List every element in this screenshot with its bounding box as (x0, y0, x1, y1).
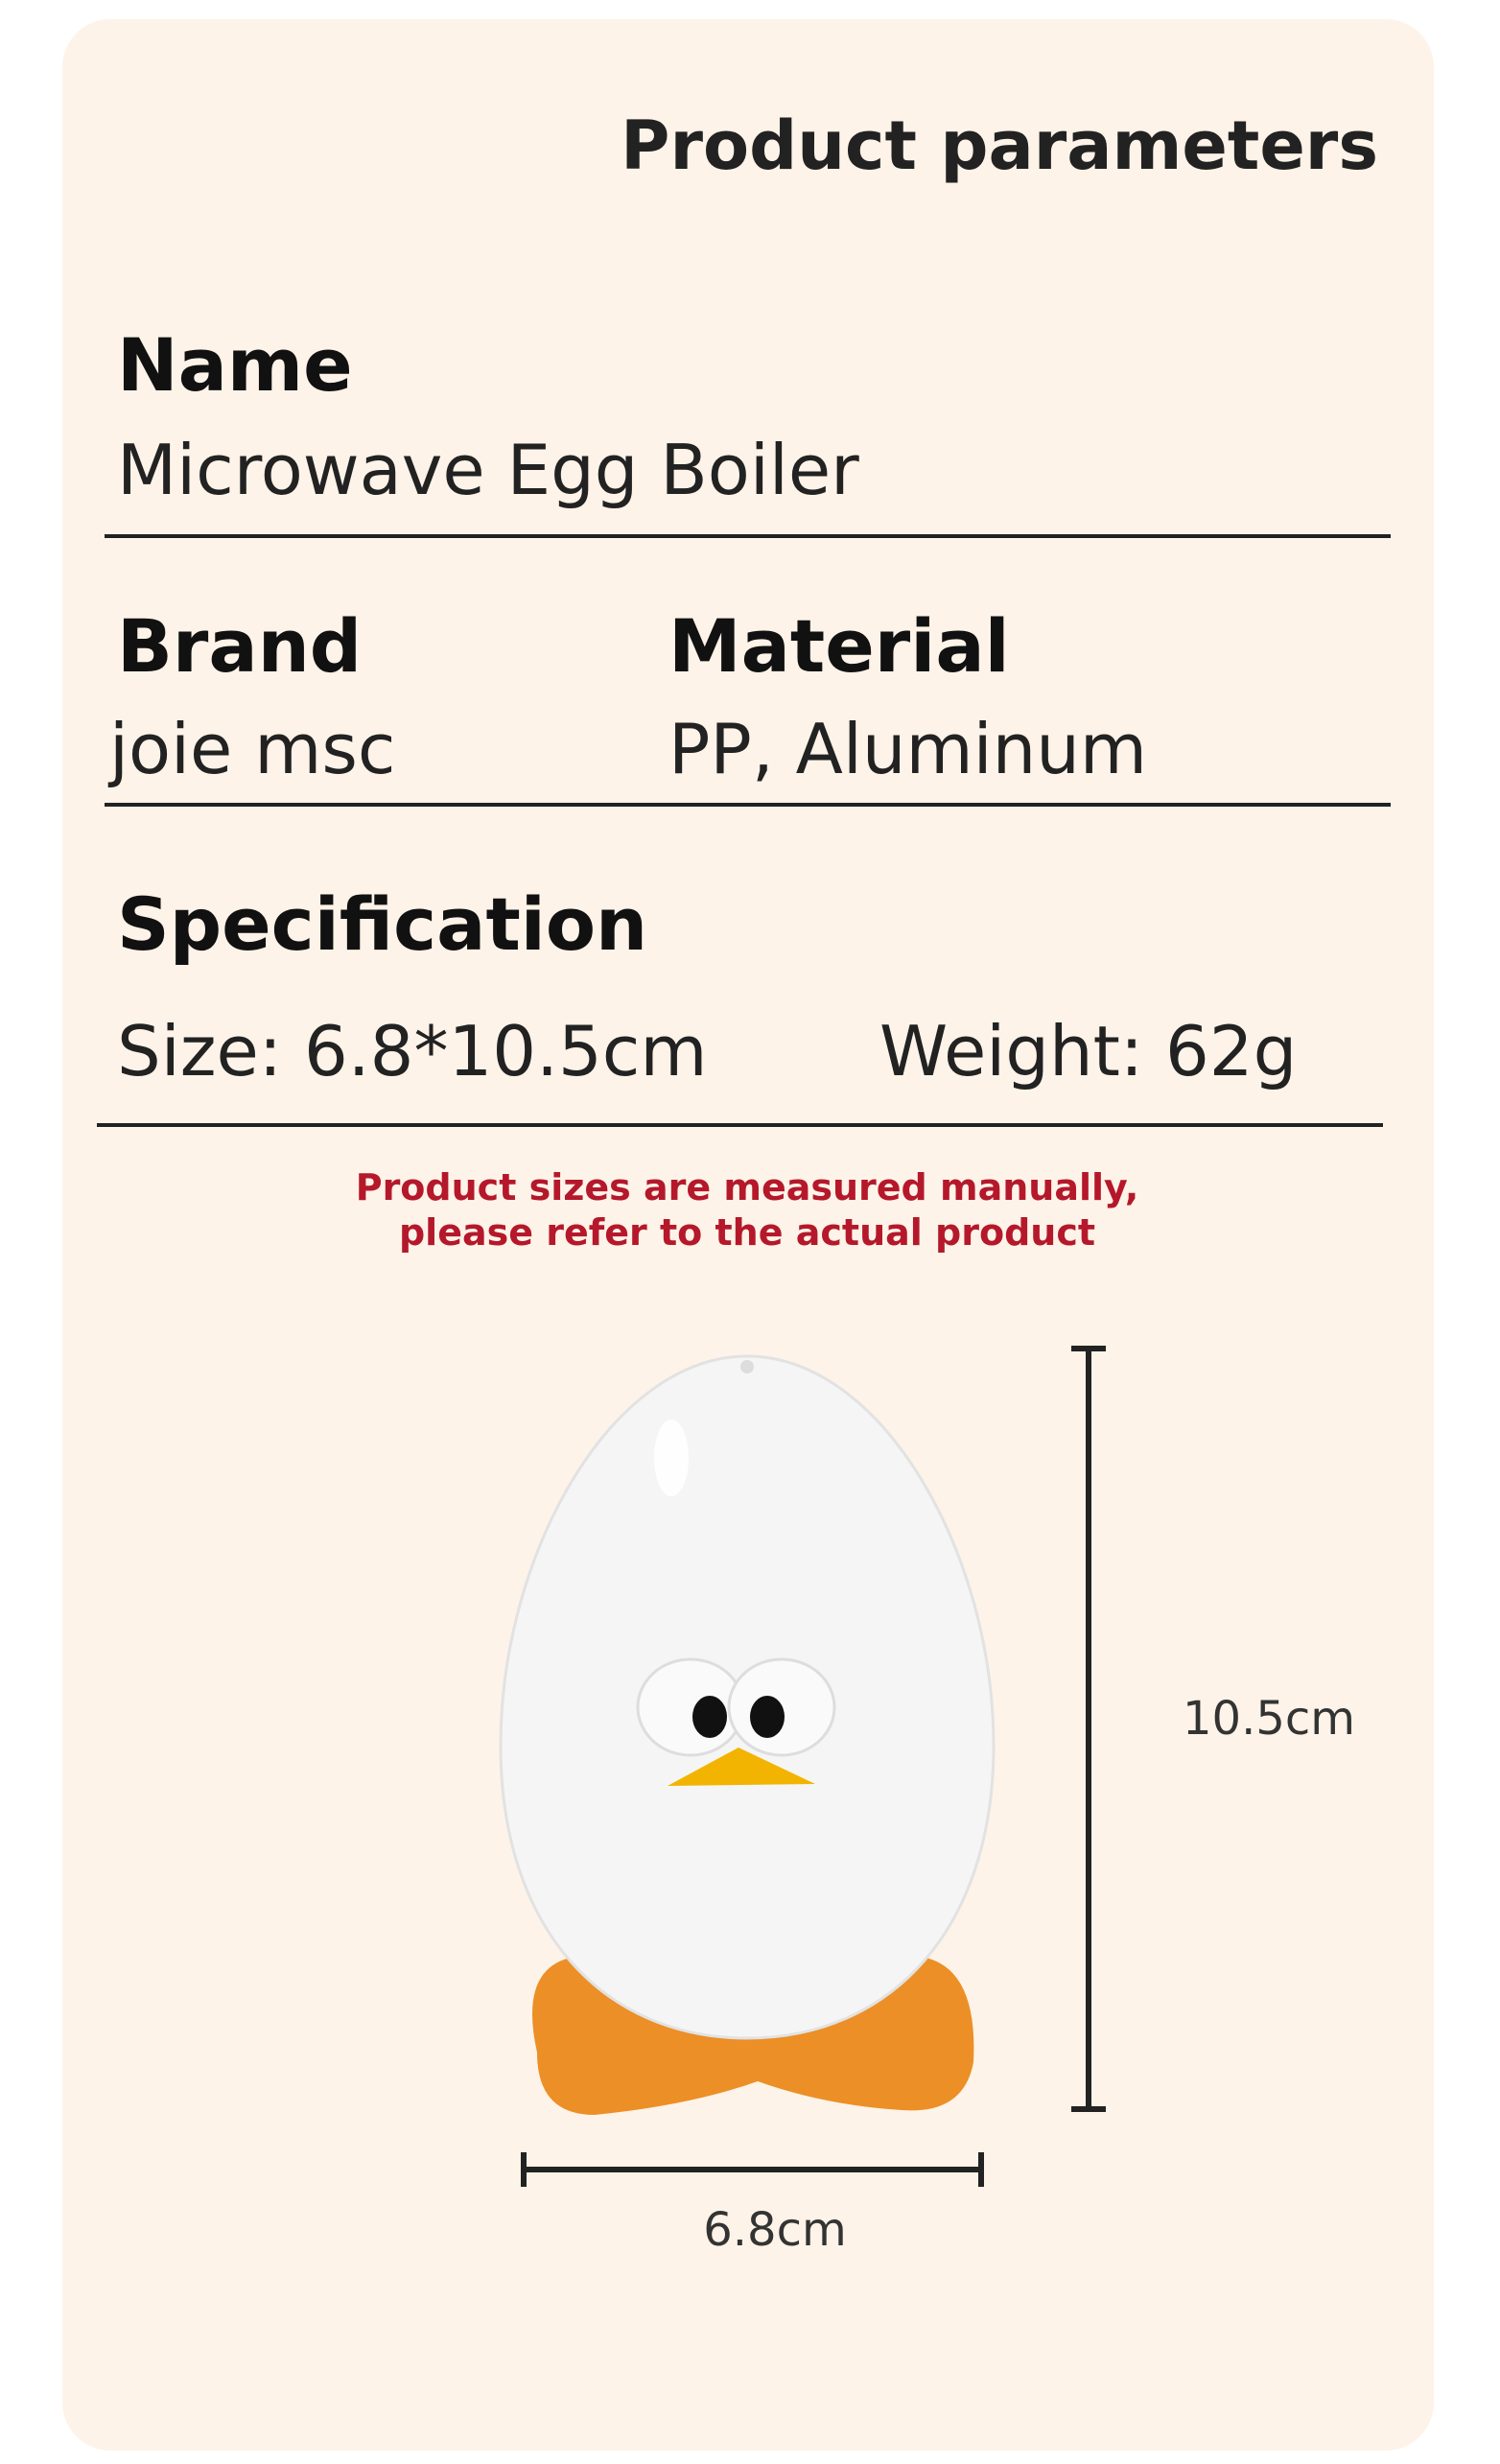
field-label: Material (668, 603, 1010, 689)
field-value: PP, Aluminum (668, 709, 1147, 789)
field-value: Weight: 62g (879, 1011, 1297, 1091)
note: please refer to the actual product (399, 1211, 1095, 1254)
note: Product sizes are measured manually, (356, 1166, 1139, 1209)
field-label: Name (117, 322, 353, 408)
field-value: joie msc (107, 709, 395, 789)
egg-illustration (499, 1354, 996, 2115)
field-label: Brand (117, 603, 362, 689)
field-value: Microwave Egg Boiler (117, 430, 859, 510)
height-bar (1071, 1346, 1106, 2112)
width-bar (521, 2152, 984, 2187)
field-label: Specification (117, 881, 647, 967)
width-label: 6.8cm (703, 2203, 846, 2257)
height-label: 10.5cm (1183, 1692, 1355, 1746)
field-value: Size: 6.8*10.5cm (117, 1011, 707, 1091)
title: Product parameters (621, 106, 1378, 185)
